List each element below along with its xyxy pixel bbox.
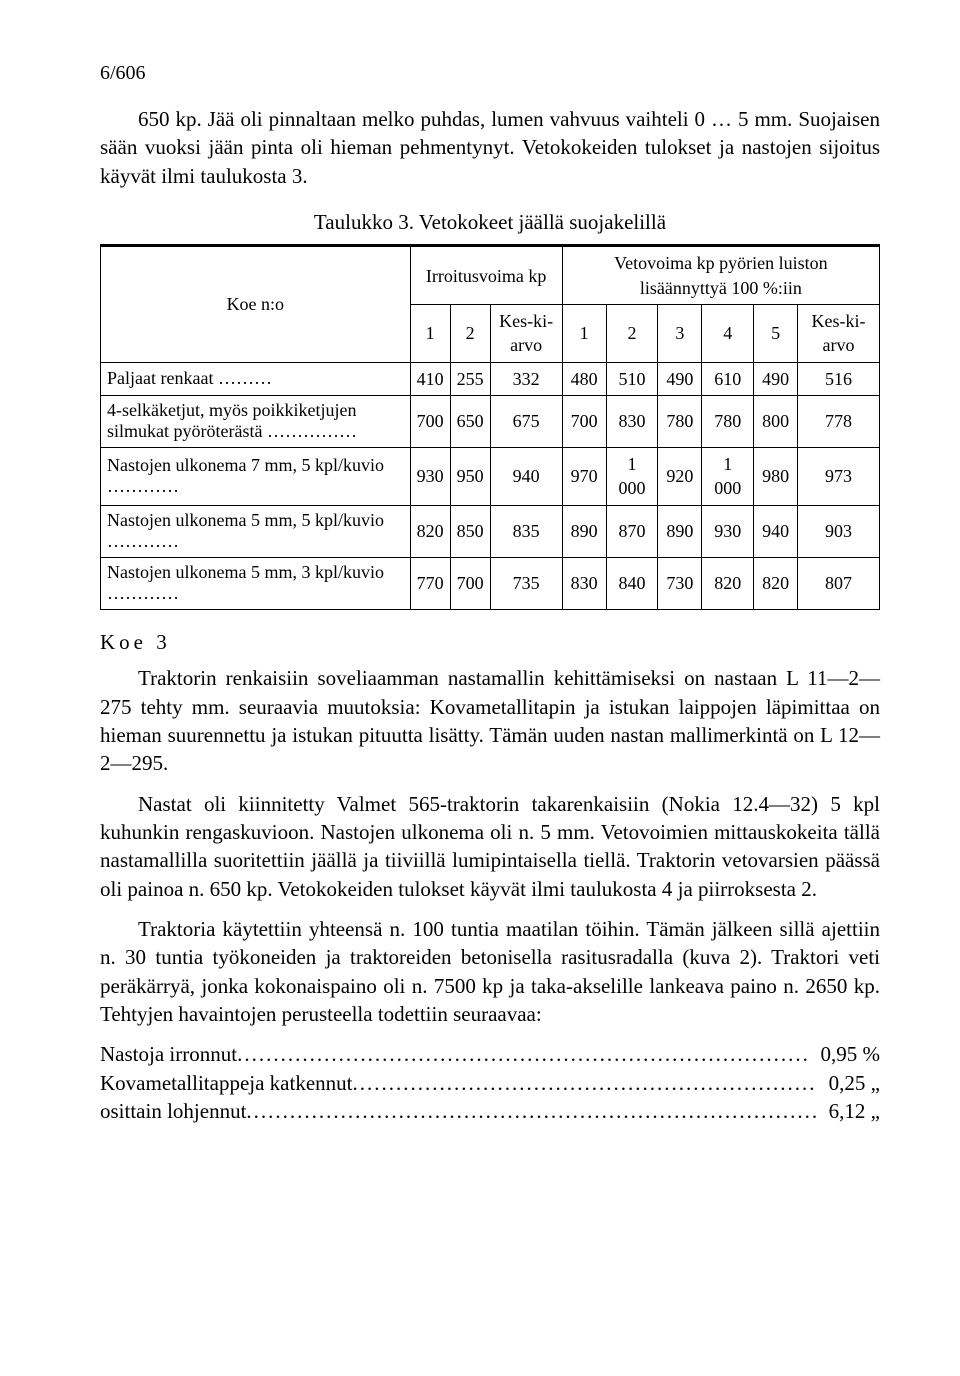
col-b4: 4 <box>702 304 754 362</box>
col-b5: 5 <box>754 304 798 362</box>
cell: 700 <box>562 395 606 447</box>
section-title: Koe 3 <box>100 628 880 656</box>
table-row: Nastojen ulkonema 5 mm, 5 kpl/kuvio …………… <box>101 505 880 557</box>
cell: 800 <box>754 395 798 447</box>
cell: 940 <box>754 505 798 557</box>
cell: 850 <box>450 505 490 557</box>
col-koe: Koe n:o <box>101 246 411 362</box>
summary-row: Nastoja irronnut 0,95 % <box>100 1040 880 1068</box>
cell: 1 000 <box>606 448 658 506</box>
cell: 950 <box>450 448 490 506</box>
summary-row: Kovametallitappeja katkennut 0,25 „ <box>100 1069 880 1097</box>
paragraph-4: Traktoria käytettiin yhteensä n. 100 tun… <box>100 915 880 1028</box>
col-a3: Kes-ki-arvo <box>490 304 562 362</box>
cell: 973 <box>798 448 880 506</box>
cell: 780 <box>658 395 702 447</box>
cell: 700 <box>450 557 490 609</box>
cell: 650 <box>450 395 490 447</box>
cell: 780 <box>702 395 754 447</box>
cell: 610 <box>702 362 754 395</box>
cell: 980 <box>754 448 798 506</box>
table-row: Paljaat renkaat ………410255332480510490610… <box>101 362 880 395</box>
cell: 770 <box>410 557 450 609</box>
table-row: Nastojen ulkonema 5 mm, 3 kpl/kuvio …………… <box>101 557 880 609</box>
paragraph-2: Traktorin renkaisiin soveliaamman nastam… <box>100 664 880 777</box>
summary-value: 6,12 „ <box>817 1097 880 1125</box>
col-a1: 1 <box>410 304 450 362</box>
summary-label: Kovametallitappeja katkennut <box>100 1069 817 1097</box>
cell: 890 <box>562 505 606 557</box>
cell: 480 <box>562 362 606 395</box>
summary-list: Nastoja irronnut 0,95 %Kovametallitappej… <box>100 1040 880 1125</box>
cell: 840 <box>606 557 658 609</box>
cell: 870 <box>606 505 658 557</box>
cell: 930 <box>410 448 450 506</box>
col-b1: 1 <box>562 304 606 362</box>
cell: 920 <box>658 448 702 506</box>
cell: 700 <box>410 395 450 447</box>
cell: 890 <box>658 505 702 557</box>
page-number: 6/606 <box>100 60 880 87</box>
cell: 970 <box>562 448 606 506</box>
paragraph-1: 650 kp. Jää oli pinnaltaan melko puhdas,… <box>100 105 880 190</box>
cell: 830 <box>606 395 658 447</box>
cell: 490 <box>754 362 798 395</box>
cell: 830 <box>562 557 606 609</box>
col-b2: 2 <box>606 304 658 362</box>
cell: 675 <box>490 395 562 447</box>
col-a2: 2 <box>450 304 490 362</box>
cell: 735 <box>490 557 562 609</box>
col-group-b: Vetovoima kp pyörien luiston lisäännytty… <box>562 246 879 305</box>
col-group-a: Irroitusvoima kp <box>410 246 562 305</box>
cell: 516 <box>798 362 880 395</box>
summary-row: osittain lohjennut 6,12 „ <box>100 1097 880 1125</box>
row-label: Nastojen ulkonema 7 mm, 5 kpl/kuvio ………… <box>101 448 411 506</box>
cell: 930 <box>702 505 754 557</box>
summary-value: 0,25 „ <box>817 1069 880 1097</box>
cell: 490 <box>658 362 702 395</box>
cell: 807 <box>798 557 880 609</box>
col-b6: Kes-ki-arvo <box>798 304 880 362</box>
col-b3: 3 <box>658 304 702 362</box>
table-3: Koe n:o Irroitusvoima kp Vetovoima kp py… <box>100 244 880 610</box>
table-row: 4-selkäketjut, myös poikkiketjujen silmu… <box>101 395 880 447</box>
cell: 820 <box>410 505 450 557</box>
cell: 835 <box>490 505 562 557</box>
cell: 903 <box>798 505 880 557</box>
table-row: Nastojen ulkonema 7 mm, 5 kpl/kuvio …………… <box>101 448 880 506</box>
cell: 1 000 <box>702 448 754 506</box>
paragraph-3: Nastat oli kiinnitetty Valmet 565-trakto… <box>100 790 880 903</box>
cell: 820 <box>754 557 798 609</box>
row-label: Paljaat renkaat ……… <box>101 362 411 395</box>
cell: 332 <box>490 362 562 395</box>
cell: 410 <box>410 362 450 395</box>
summary-label: osittain lohjennut <box>100 1097 817 1125</box>
summary-label: Nastoja irronnut <box>100 1040 809 1068</box>
row-label: 4-selkäketjut, myös poikkiketjujen silmu… <box>101 395 411 447</box>
summary-value: 0,95 % <box>809 1040 881 1068</box>
cell: 510 <box>606 362 658 395</box>
table-caption: Taulukko 3. Vetokokeet jäällä suojakelil… <box>100 208 880 236</box>
cell: 255 <box>450 362 490 395</box>
cell: 730 <box>658 557 702 609</box>
cell: 778 <box>798 395 880 447</box>
cell: 940 <box>490 448 562 506</box>
row-label: Nastojen ulkonema 5 mm, 3 kpl/kuvio ………… <box>101 557 411 609</box>
cell: 820 <box>702 557 754 609</box>
row-label: Nastojen ulkonema 5 mm, 5 kpl/kuvio ………… <box>101 505 411 557</box>
